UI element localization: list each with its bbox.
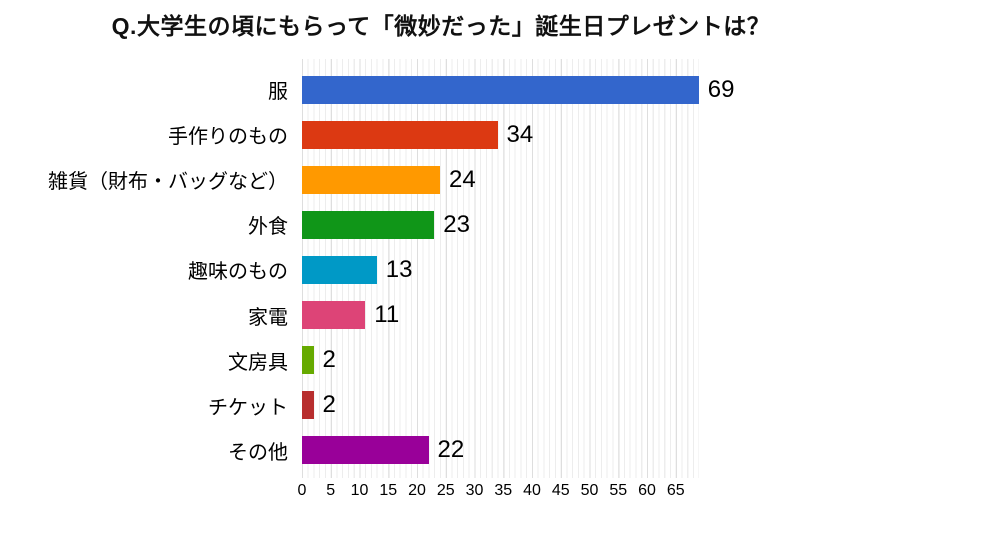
- bar: [302, 346, 314, 375]
- bar-row: 手作りのもの 34: [0, 112, 984, 157]
- bar: [302, 120, 498, 149]
- bar: [302, 165, 440, 194]
- bar-row: 家電 11: [0, 293, 984, 338]
- x-tick-label: 25: [436, 482, 455, 499]
- bar-value-label: 23: [443, 210, 470, 238]
- bar-value-label: 2: [322, 391, 336, 419]
- category-label: 文房具: [228, 351, 288, 374]
- x-tick-label: 65: [666, 482, 685, 499]
- x-tick-label: 30: [465, 482, 484, 499]
- x-tick-label: 5: [326, 482, 336, 499]
- bar: [302, 436, 429, 465]
- x-tick-label: 60: [638, 482, 656, 499]
- bar-value-label: 34: [506, 120, 534, 148]
- category-label: 雑貨（財布・バッグなど）: [48, 171, 288, 194]
- bar-value-label: 22: [437, 436, 465, 464]
- bar-row: 服 69: [0, 67, 984, 112]
- bar: [302, 301, 366, 329]
- x-tick-label: 55: [609, 482, 628, 499]
- chart-title: Q.大学生の頃にもらって「微妙だった」誕生日プレゼントは？: [111, 13, 771, 39]
- bar-value-label: 24: [449, 165, 476, 193]
- x-tick-label: 45: [551, 482, 570, 499]
- category-label: 手作りのもの: [168, 126, 288, 149]
- bar: [302, 210, 435, 239]
- x-tick-label: 40: [523, 482, 541, 499]
- x-tick-label: 15: [379, 482, 398, 499]
- bar-row: 雑貨（財布・バッグなど） 24: [0, 157, 984, 202]
- bar-value-label: 11: [374, 301, 400, 328]
- category-label: 外食: [248, 216, 288, 239]
- bar-row: 外食 23: [0, 202, 984, 247]
- bar-row: 文房具 2: [0, 338, 984, 383]
- category-label: 家電: [248, 306, 288, 329]
- category-label: チケット: [208, 396, 288, 419]
- x-tick-label: 35: [494, 482, 513, 499]
- category-label: 趣味のもの: [188, 261, 288, 284]
- category-label: その他: [228, 441, 288, 464]
- bar-value-label: 13: [385, 255, 413, 283]
- x-tick-label: 10: [350, 482, 369, 499]
- bar-row: その他 22: [0, 428, 984, 473]
- bar-value-label: 2: [322, 346, 336, 374]
- bar-row: 趣味のもの 13: [0, 247, 984, 292]
- x-tick-label: 0: [297, 482, 307, 499]
- category-label: 服: [268, 81, 288, 103]
- bar-value-label: 69: [707, 75, 735, 103]
- x-tick-label: 20: [408, 482, 426, 499]
- bar: [302, 391, 314, 420]
- x-tick-label: 50: [580, 482, 599, 499]
- bar: [302, 255, 377, 284]
- bar-row: チケット 2: [0, 383, 984, 428]
- bar: [302, 75, 699, 104]
